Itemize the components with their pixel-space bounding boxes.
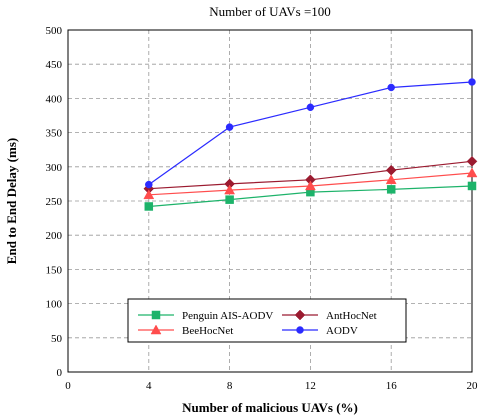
y-axis-label: End to End Delay (ms) bbox=[4, 138, 19, 264]
y-tick-label: 50 bbox=[51, 333, 63, 345]
legend-item: AntHocNet bbox=[282, 309, 377, 322]
data-point bbox=[385, 164, 397, 176]
chart-title: Number of UAVs =100 bbox=[209, 4, 331, 19]
legend: Penguin AIS-AODV AntHocNet BeeHocNet AODV bbox=[127, 298, 407, 343]
legend-marker bbox=[294, 309, 306, 321]
legend-item: AODV bbox=[282, 325, 358, 337]
series-diamond bbox=[143, 155, 478, 195]
data-point bbox=[304, 180, 316, 191]
y-tick-label: 500 bbox=[46, 25, 63, 37]
series-square bbox=[144, 181, 477, 211]
x-tick-label: 20 bbox=[467, 380, 479, 392]
legend-label: AntHocNet bbox=[326, 310, 377, 322]
x-tick-label: 8 bbox=[227, 380, 233, 392]
axis-ticks: 0 50 100 150 200 250 300 350 400 450 500 0 4 8 12 16 20 bbox=[46, 25, 479, 392]
legend-label: Penguin AIS-AODV bbox=[182, 310, 273, 322]
y-tick-label: 350 bbox=[46, 128, 63, 140]
y-tick-label: 250 bbox=[46, 196, 63, 208]
y-tick-label: 150 bbox=[46, 264, 63, 276]
series-line bbox=[148, 81, 473, 186]
legend-marker bbox=[151, 310, 161, 320]
x-tick-label: 16 bbox=[386, 380, 398, 392]
y-tick-label: 450 bbox=[46, 59, 63, 71]
x-axis-label: Number of malicious UAVs (%) bbox=[182, 400, 358, 415]
legend-box bbox=[127, 298, 407, 343]
y-tick-label: 200 bbox=[46, 230, 63, 242]
data-point bbox=[387, 83, 395, 92]
data-point bbox=[144, 202, 154, 211]
data-point bbox=[145, 180, 153, 189]
y-tick-label: 100 bbox=[46, 299, 63, 311]
data-point bbox=[306, 103, 315, 112]
legend-item: Penguin AIS-AODV bbox=[138, 310, 273, 322]
plot-area-frame bbox=[67, 29, 473, 373]
data-point bbox=[143, 189, 155, 200]
legend-label: BeeHocNet bbox=[182, 325, 233, 337]
x-tick-label: 12 bbox=[305, 380, 316, 392]
legend-marker bbox=[150, 324, 162, 335]
legend-item: BeeHocNet bbox=[138, 324, 233, 337]
data-point bbox=[225, 123, 234, 131]
data-point bbox=[468, 78, 476, 86]
series-group bbox=[143, 78, 478, 211]
data-point bbox=[225, 195, 234, 204]
data-point bbox=[385, 174, 397, 185]
y-tick-label: 400 bbox=[46, 93, 63, 105]
series-circle bbox=[145, 78, 476, 189]
legend-marker bbox=[296, 326, 304, 334]
legend-label: AODV bbox=[326, 325, 358, 337]
data-point bbox=[466, 167, 478, 178]
x-tick-label: 4 bbox=[146, 380, 152, 392]
data-point bbox=[386, 185, 396, 194]
y-tick-label: 0 bbox=[57, 367, 63, 379]
data-point bbox=[224, 184, 236, 195]
series-triangle bbox=[143, 167, 478, 200]
data-point bbox=[467, 181, 477, 191]
y-tick-label: 300 bbox=[46, 162, 63, 174]
data-point bbox=[466, 155, 478, 167]
x-tick-label: 0 bbox=[65, 380, 71, 392]
